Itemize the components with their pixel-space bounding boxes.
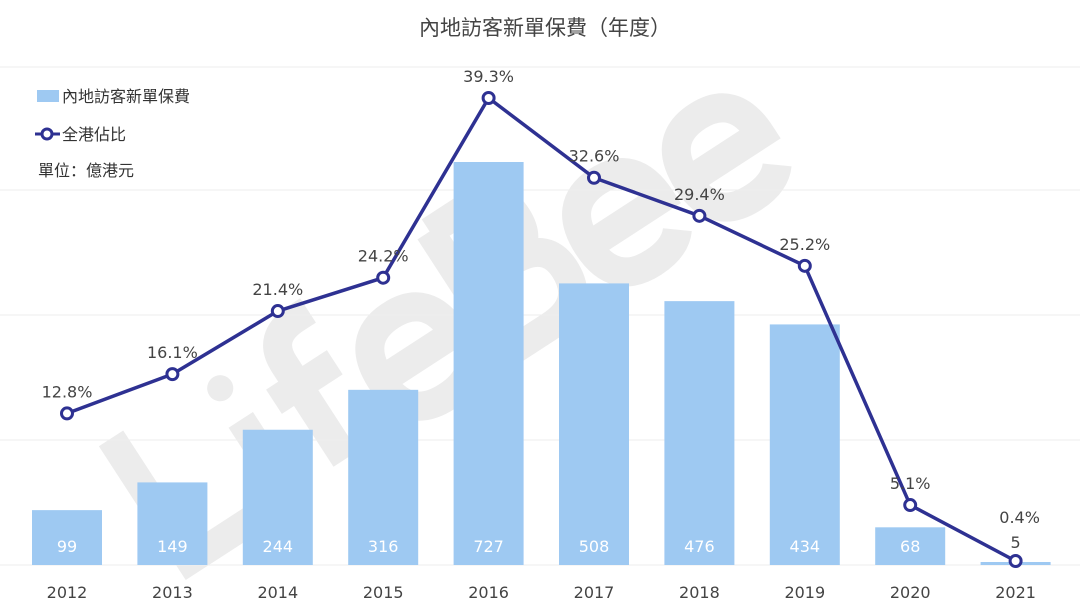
line-value-label: 25.2% [779, 235, 830, 254]
x-tick-label: 2014 [257, 583, 298, 602]
line-point-2019 [797, 258, 812, 273]
line-value-label: 12.8% [42, 382, 93, 401]
bar-value-label: 149 [157, 537, 188, 556]
bar-2016 [453, 162, 524, 565]
line-point-2012 [60, 406, 74, 421]
bar-value-label: 434 [790, 537, 821, 556]
line-value-label: 39.3% [463, 67, 514, 86]
line-point-2013 [165, 367, 180, 382]
bar-2018 [664, 301, 735, 565]
line-path [66, 96, 1017, 563]
bar-2014 [242, 429, 313, 565]
bar-value-label: 99 [57, 537, 77, 556]
line-point-2016 [481, 91, 496, 105]
bar-2015 [348, 389, 419, 565]
legend: 內地訪客新單保費 全港佔比 單位：億港元 [35, 87, 190, 180]
bar-2020 [875, 527, 946, 565]
legend-line-marker [40, 127, 54, 141]
legend-line-label: 全港佔比 [62, 125, 126, 144]
bar-value-label: 476 [684, 537, 715, 556]
x-tick-label: 2021 [995, 583, 1036, 602]
chart-title: 內地訪客新單保費（年度） [419, 16, 671, 40]
x-tick-label: 2020 [890, 583, 931, 602]
unit-label: 單位：億港元 [38, 161, 134, 180]
line-point-2018 [692, 208, 707, 223]
line-series: 12.8% 16.1% 21.4% 24.2% 39.3% 32.6% 29.4% 25.2%… [42, 67, 1040, 568]
bar-value-label: 727 [473, 537, 504, 556]
bar-value-label: 508 [579, 537, 610, 556]
x-tick-label: 2012 [47, 583, 88, 602]
bar-2019 [769, 324, 840, 565]
x-tick-label: 2018 [679, 583, 720, 602]
bar-value-label: 244 [263, 537, 294, 556]
x-tick-label: 2017 [574, 583, 615, 602]
bars: 99 149 244 316 727 508 476 434 68 5 [32, 162, 1051, 565]
line-point-2020 [903, 498, 918, 513]
legend-bar-label: 內地訪客新單保費 [62, 87, 190, 106]
x-tick-label: 2019 [784, 583, 825, 602]
line-value-label: 5.1% [890, 474, 931, 493]
line-value-label: 0.4% [999, 508, 1040, 527]
line-value-label: 29.4% [674, 185, 725, 204]
x-tick-label: 2013 [152, 583, 193, 602]
line-value-label: 24.2% [358, 247, 409, 266]
bar-2013 [137, 482, 208, 565]
x-axis-ticks: 2012 2013 2014 2015 2016 2017 2018 2019 2020 2021 [47, 583, 1036, 602]
x-tick-label: 2016 [468, 583, 509, 602]
line-value-label: 21.4% [252, 280, 303, 299]
bar-value-label: 68 [900, 537, 920, 556]
x-tick-label: 2015 [363, 583, 404, 602]
line-point-2015 [376, 270, 391, 285]
line-value-label: 32.6% [569, 147, 620, 166]
line-point-2021 [1008, 554, 1023, 568]
line-value-label: 16.1% [147, 343, 198, 362]
legend-bar-swatch [37, 90, 59, 102]
bar-value-label: 316 [368, 537, 399, 556]
bar-2017 [559, 283, 629, 565]
line-point-2017 [587, 170, 601, 185]
bar-value-label: 5 [1011, 533, 1021, 552]
bar-2012 [32, 510, 102, 565]
line-point-2014 [270, 304, 285, 319]
